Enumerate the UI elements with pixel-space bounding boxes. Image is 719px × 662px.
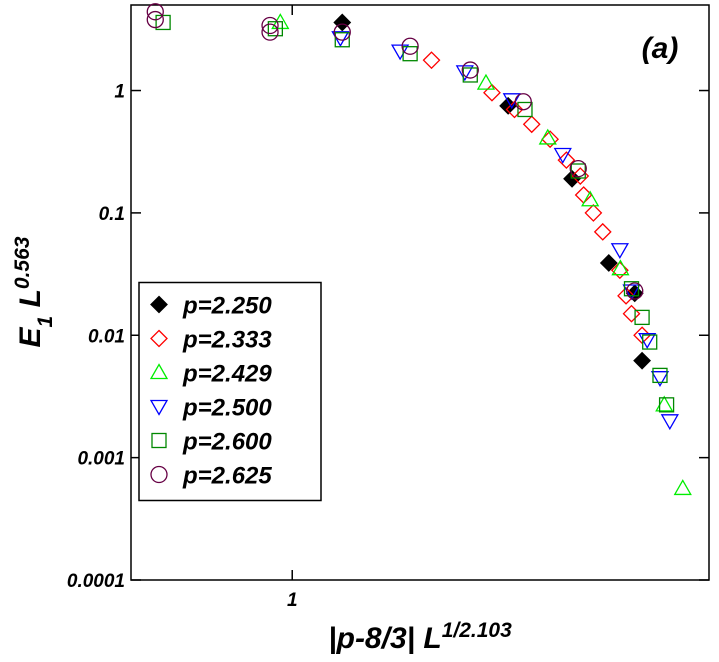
x-axis-label: |p-8/3| L1/2.103 xyxy=(328,619,512,656)
data-point xyxy=(642,334,658,350)
legend-label: p=2.625 xyxy=(182,463,272,490)
data-point xyxy=(623,281,640,297)
data-point xyxy=(574,186,593,204)
data-point xyxy=(652,367,668,384)
y-tick-label: 0.0001 xyxy=(67,571,125,592)
data-point xyxy=(634,309,650,326)
data-point xyxy=(538,128,557,145)
data-point xyxy=(581,190,600,207)
xlabel-part: 1/2.103 xyxy=(442,619,512,642)
legend-label: p=2.250 xyxy=(182,293,272,320)
data-point xyxy=(599,254,618,272)
data-point xyxy=(331,31,350,48)
data-point xyxy=(650,371,670,388)
data-point xyxy=(610,243,629,260)
data-point xyxy=(593,222,612,241)
plot-frame xyxy=(130,4,710,581)
legend-marker xyxy=(150,465,168,484)
y-tick-label: 1 xyxy=(114,82,125,103)
ylabel-part: L xyxy=(14,289,47,316)
data-point xyxy=(557,151,576,170)
data-point xyxy=(610,261,629,280)
data-point xyxy=(333,13,352,32)
data-point xyxy=(517,101,533,118)
y-tick-label: 0.001 xyxy=(77,449,125,470)
data-point xyxy=(658,397,675,413)
data-point xyxy=(422,51,441,70)
legend-marker xyxy=(151,432,167,449)
data-point xyxy=(522,115,541,134)
data-point xyxy=(461,61,479,79)
y-tick-label: 0.1 xyxy=(99,204,125,225)
ylabel-part: 0.563 xyxy=(11,236,34,289)
data-point xyxy=(622,304,641,323)
data-point xyxy=(146,3,164,21)
data-point xyxy=(505,100,524,119)
annotation: (a) xyxy=(642,32,679,65)
data-point xyxy=(633,351,652,370)
data-point xyxy=(261,16,279,35)
legend-marker xyxy=(150,295,168,314)
legend-label: p=2.500 xyxy=(182,395,272,422)
data-point xyxy=(673,479,692,496)
data-point xyxy=(553,147,572,164)
xlabel-part: |p-8/3| L xyxy=(328,622,441,655)
data-point xyxy=(514,93,532,111)
data-point xyxy=(617,286,635,305)
data-point xyxy=(660,414,679,431)
ylabel-part: E xyxy=(14,326,47,347)
y-tick-label: 0.01 xyxy=(88,326,125,347)
data-point xyxy=(541,130,560,149)
data-point xyxy=(267,21,283,37)
data-point xyxy=(584,203,603,222)
data-point xyxy=(334,32,350,48)
data-point xyxy=(455,65,474,82)
data-point xyxy=(626,282,644,300)
data-point xyxy=(655,395,674,412)
data-point xyxy=(483,83,501,102)
legend-marker xyxy=(149,399,169,416)
legend-label: p=2.600 xyxy=(182,429,272,456)
legend-label: p=2.429 xyxy=(182,361,272,388)
data-point xyxy=(476,73,496,90)
data-point xyxy=(611,259,630,276)
x-tick-label: 1 xyxy=(287,590,298,611)
legend-marker xyxy=(150,329,168,348)
data-point xyxy=(402,46,418,62)
data-point xyxy=(638,333,657,350)
y-axis-label: E1 L0.563 xyxy=(11,236,57,347)
legend-box xyxy=(138,281,322,502)
data-point xyxy=(401,37,419,55)
data-point xyxy=(569,159,587,178)
data-point xyxy=(261,23,279,41)
legend-label: p=2.333 xyxy=(182,327,272,354)
data-point xyxy=(333,23,351,41)
data-point xyxy=(622,284,641,301)
ylabel-part: 1 xyxy=(34,316,57,328)
data-point xyxy=(146,10,164,29)
legend-marker xyxy=(149,363,169,380)
